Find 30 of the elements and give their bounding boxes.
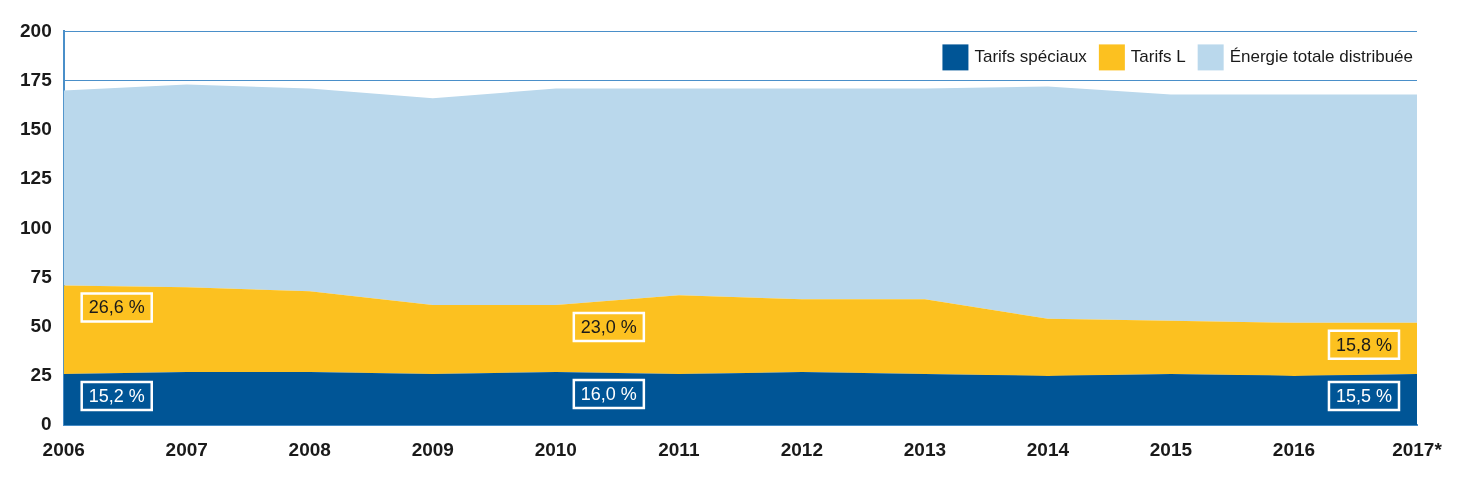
annotation: 15,2 % — [88, 385, 145, 406]
annotation: 15,5 % — [1335, 385, 1393, 406]
annotation: 16,0 % — [580, 384, 637, 405]
annotation: 15,8 % — [1335, 334, 1393, 355]
x-tick-label: 2007 — [165, 438, 208, 460]
y-tick-label: 25 — [30, 364, 53, 386]
x-tick-label: 2008 — [288, 438, 331, 460]
x-tick-label: 2006 — [42, 438, 85, 460]
y-tick-label: 100 — [20, 216, 52, 238]
x-tick-label: 2015 — [1149, 438, 1193, 460]
y-tick-label: 200 — [20, 19, 52, 41]
x-tick-label: 2009 — [411, 438, 454, 460]
x-tick-label: 2016 — [1272, 438, 1316, 460]
y-tick-label: 0 — [41, 413, 52, 435]
y-tick-label: 175 — [20, 68, 53, 90]
y-tick-label: 125 — [20, 167, 53, 189]
y-tick-label: 150 — [20, 118, 52, 140]
y-tick-label: 50 — [30, 314, 52, 336]
x-tick-label: 2011 — [658, 438, 700, 460]
x-tick-label: 2012 — [780, 438, 823, 460]
legend-label: Tarifs L — [1130, 47, 1186, 67]
y-tick-label: 75 — [30, 265, 53, 287]
x-tick-label: 2014 — [1026, 438, 1070, 460]
legend-label: Énergie totale distribuée — [1229, 47, 1413, 67]
annotation: 26,6 % — [88, 297, 145, 318]
legend-label: Tarifs spéciaux — [974, 47, 1088, 67]
x-tick-label: 2017* — [1392, 438, 1443, 460]
x-tick-label: 2013 — [903, 438, 947, 460]
annotation: 23,0 % — [580, 317, 637, 338]
x-tick-label: 2010 — [534, 438, 577, 460]
